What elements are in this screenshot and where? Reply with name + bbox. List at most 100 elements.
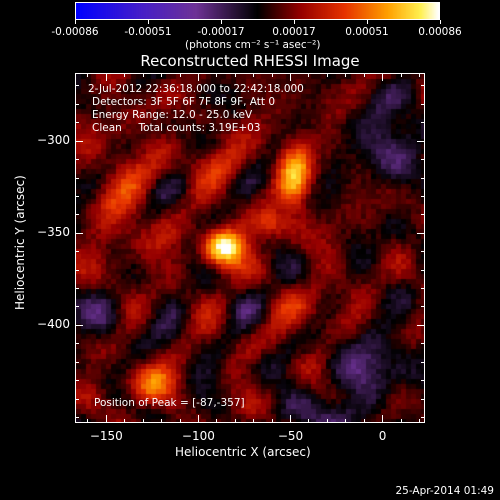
y-minor-tick <box>75 269 79 271</box>
x-minor-tick <box>87 73 89 77</box>
y-major-tick <box>417 140 425 142</box>
annotation-peak: Position of Peak = [-87,-357] <box>94 397 245 409</box>
colorbar-tick-mark <box>220 20 222 24</box>
y-axis-label: Heliocentric Y (arcsec) <box>13 175 27 310</box>
y-minor-tick <box>421 361 425 363</box>
x-minor-tick <box>308 73 310 77</box>
x-major-tick <box>290 415 292 423</box>
x-major-tick <box>290 73 292 81</box>
colorbar-tick-label: -0.00051 <box>124 26 172 38</box>
colorbar-tick-mark <box>147 20 149 24</box>
colorbar-tick-label: -0.00017 <box>197 26 245 38</box>
y-minor-tick <box>421 177 425 179</box>
y-minor-tick <box>75 361 79 363</box>
colorbar-tick-mark <box>293 20 295 24</box>
colorbar-tick-label: 0.00017 <box>272 26 316 38</box>
x-minor-tick <box>216 73 218 77</box>
x-minor-tick <box>234 419 236 423</box>
x-minor-tick <box>345 73 347 77</box>
y-major-tick <box>417 232 425 234</box>
y-minor-tick <box>421 306 425 308</box>
annotation-detectors: Detectors: 3F 5F 6F 7F 8F 9F, Att 0 <box>92 96 276 108</box>
colorbar-tick-mark <box>366 20 368 24</box>
x-minor-tick <box>179 419 181 423</box>
y-minor-tick <box>75 288 79 290</box>
y-minor-tick <box>75 103 79 105</box>
y-minor-tick <box>421 159 425 161</box>
y-minor-tick <box>75 122 79 124</box>
colorbar-gradient <box>76 3 439 19</box>
colorbar-tick-label: -0.00086 <box>51 26 99 38</box>
y-tick-label: −300 <box>37 133 70 148</box>
x-minor-tick <box>400 419 402 423</box>
y-minor-tick <box>421 398 425 400</box>
y-minor-tick <box>75 251 79 253</box>
y-minor-tick <box>421 343 425 345</box>
x-minor-tick <box>363 73 365 77</box>
x-tick-label: 0 <box>378 429 387 443</box>
x-minor-tick <box>253 73 255 77</box>
x-minor-tick <box>87 419 89 423</box>
colorbar-tick-label: 0.00051 <box>345 26 389 38</box>
y-minor-tick <box>421 380 425 382</box>
y-minor-tick <box>75 398 79 400</box>
y-minor-tick <box>75 380 79 382</box>
x-minor-tick <box>400 73 402 77</box>
x-axis-label: Heliocentric X (arcsec) <box>175 445 311 459</box>
x-major-tick <box>382 415 384 423</box>
x-minor-tick <box>271 73 273 77</box>
y-tick-label: −400 <box>37 317 70 332</box>
y-minor-tick <box>75 306 79 308</box>
x-minor-tick <box>326 73 328 77</box>
x-minor-tick <box>142 73 144 77</box>
x-minor-tick <box>418 419 420 423</box>
x-minor-tick <box>271 419 273 423</box>
y-minor-tick <box>75 343 79 345</box>
y-minor-tick <box>75 177 79 179</box>
colorbar <box>75 2 440 20</box>
chart-title: Reconstructed RHESSI Image <box>140 52 360 70</box>
y-minor-tick <box>421 269 425 271</box>
heatmap-image <box>76 74 424 422</box>
y-major-tick <box>75 324 83 326</box>
plot-area: 2-Jul-2012 22:36:18.000 to 22:42:18.000 … <box>75 73 425 423</box>
y-minor-tick <box>75 416 79 418</box>
y-minor-tick <box>75 85 79 87</box>
x-minor-tick <box>253 419 255 423</box>
annotation-time-range: 2-Jul-2012 22:36:18.000 to 22:42:18.000 <box>88 83 304 95</box>
y-minor-tick <box>421 251 425 253</box>
x-major-tick <box>382 73 384 81</box>
x-minor-tick <box>142 419 144 423</box>
y-minor-tick <box>421 288 425 290</box>
y-minor-tick <box>421 122 425 124</box>
y-minor-tick <box>421 214 425 216</box>
x-minor-tick <box>418 73 420 77</box>
x-major-tick <box>197 415 199 423</box>
x-minor-tick <box>308 419 310 423</box>
y-major-tick <box>75 140 83 142</box>
y-major-tick <box>417 324 425 326</box>
colorbar-tick-mark <box>74 20 76 24</box>
x-tick-label: −100 <box>181 429 215 443</box>
x-minor-tick <box>234 73 236 77</box>
colorbar-tick-label: 0.00086 <box>418 26 462 38</box>
timestamp: 25-Apr-2014 01:49 <box>395 485 494 497</box>
y-minor-tick <box>421 103 425 105</box>
y-minor-tick <box>75 195 79 197</box>
y-minor-tick <box>421 195 425 197</box>
colorbar-units-label: (photons cm⁻² s⁻¹ asec⁻²) <box>185 39 321 51</box>
y-major-tick <box>75 232 83 234</box>
y-minor-tick <box>421 85 425 87</box>
x-major-tick <box>105 415 107 423</box>
x-tick-label: −50 <box>277 429 304 443</box>
x-minor-tick <box>179 73 181 77</box>
x-minor-tick <box>216 419 218 423</box>
x-major-tick <box>197 73 199 81</box>
annotation-clean: Clean Total counts: 3.19E+03 <box>92 122 261 134</box>
y-minor-tick <box>421 416 425 418</box>
x-major-tick <box>105 73 107 81</box>
y-tick-label: −350 <box>37 225 70 240</box>
x-minor-tick <box>345 419 347 423</box>
x-minor-tick <box>161 73 163 77</box>
y-minor-tick <box>75 214 79 216</box>
